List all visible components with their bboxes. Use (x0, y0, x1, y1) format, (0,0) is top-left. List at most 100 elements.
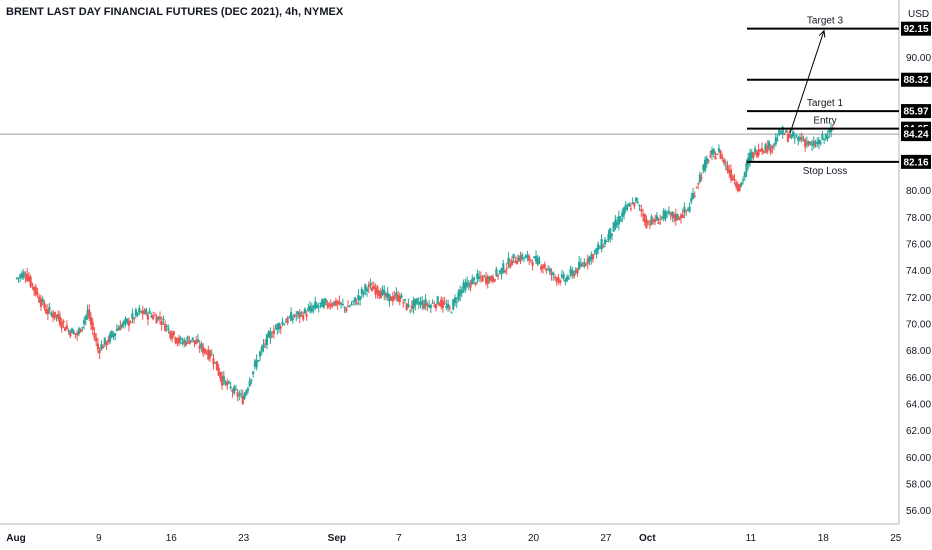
y-tick-label: 76.00 (906, 240, 931, 251)
candle (346, 300, 350, 307)
candle (207, 345, 210, 361)
candle-body (631, 202, 634, 204)
x-tick-label: 13 (455, 533, 467, 544)
candle-body (310, 308, 313, 312)
candle-body (433, 305, 436, 307)
candle-body (709, 155, 712, 157)
candle (666, 210, 669, 218)
candle-body (685, 210, 688, 212)
candle (143, 308, 146, 315)
candle-body (51, 313, 55, 318)
candle (415, 297, 419, 305)
candle (331, 302, 334, 308)
candle-body (545, 268, 548, 271)
candle (60, 318, 63, 333)
candle-body (597, 244, 600, 250)
candle-body (215, 361, 219, 371)
candle (817, 136, 821, 150)
candle-body (510, 260, 514, 266)
candle (635, 197, 638, 204)
candle (276, 323, 279, 335)
candle-body (248, 381, 251, 387)
price-badge: 85.97 (901, 104, 931, 119)
candle-body (678, 217, 681, 221)
x-tick-label: 7 (396, 533, 402, 544)
candle-body (200, 343, 203, 347)
candle-body (446, 303, 450, 309)
candle-body (108, 333, 112, 342)
candle (139, 310, 143, 314)
candle (467, 279, 470, 291)
candle-body (291, 317, 294, 320)
candle-body (490, 276, 493, 281)
candle (603, 237, 607, 248)
candle (652, 217, 655, 225)
candle-body (308, 305, 312, 312)
candle (490, 275, 493, 283)
candle-body (495, 268, 498, 276)
candle (617, 210, 620, 231)
candle (450, 311, 453, 314)
candle-body (628, 203, 631, 207)
candle (412, 296, 415, 314)
candle (298, 308, 301, 324)
y-tick-label: 80.00 (906, 186, 931, 197)
candle (162, 315, 165, 326)
candle-body (748, 152, 752, 163)
candle (74, 333, 77, 339)
candle (752, 152, 755, 161)
candle-body (86, 310, 89, 316)
candle-body (398, 295, 401, 303)
candle (612, 222, 615, 232)
candle-body (210, 354, 213, 356)
candle (826, 130, 829, 142)
candle (57, 310, 60, 322)
candle (258, 350, 262, 362)
candle (693, 191, 696, 199)
candle (804, 137, 807, 152)
candle (284, 318, 288, 323)
candle-body (193, 339, 196, 343)
candle (398, 292, 401, 306)
candle (65, 320, 68, 330)
candle (381, 285, 384, 297)
candle (691, 187, 695, 200)
candle (821, 130, 824, 141)
candle-body (484, 277, 488, 284)
candle-body (305, 314, 308, 317)
candle (27, 272, 31, 283)
candle-body (776, 139, 779, 141)
candle (515, 255, 519, 265)
candle (403, 298, 407, 304)
candle-body (438, 303, 441, 306)
candle (200, 341, 203, 352)
candle (828, 128, 831, 138)
candle-body (500, 268, 503, 275)
candle (155, 313, 158, 324)
candle (133, 316, 136, 324)
candle (641, 208, 645, 222)
candle-body (481, 276, 484, 282)
candle (624, 201, 627, 214)
candle (69, 329, 72, 339)
candle-body (369, 283, 372, 286)
candle-body (238, 395, 241, 397)
candle (667, 206, 670, 216)
candle-body (376, 286, 379, 294)
candle (72, 328, 75, 335)
candle-body (536, 257, 539, 265)
candle (22, 268, 25, 280)
candle-body (127, 321, 131, 326)
candle (829, 122, 833, 138)
candle-body (588, 256, 591, 262)
candle-body (436, 296, 439, 304)
candle-body (227, 381, 231, 384)
candle-body (41, 298, 44, 303)
y-tick-label: 68.00 (906, 346, 931, 357)
candle (421, 296, 424, 310)
candle (550, 268, 553, 281)
candle-body (419, 301, 422, 305)
candle (805, 136, 808, 149)
